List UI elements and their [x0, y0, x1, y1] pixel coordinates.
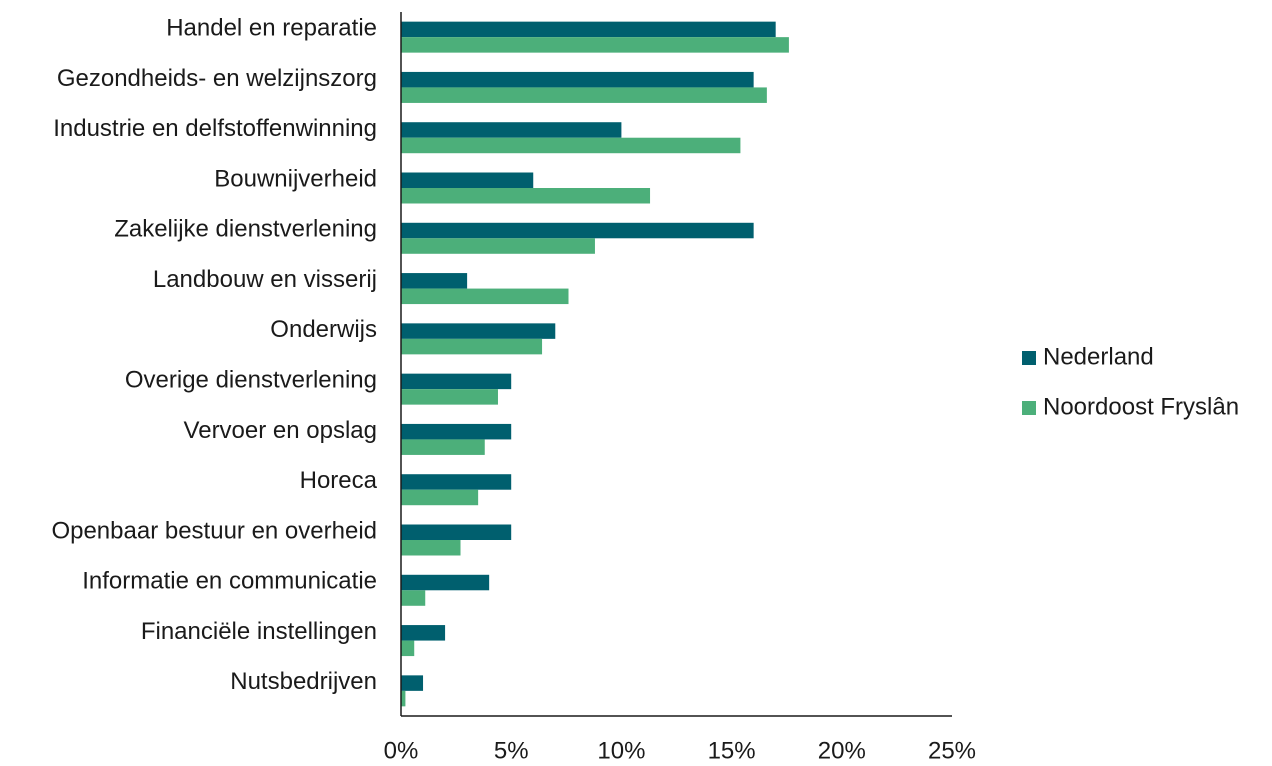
bar-nederland-informatie-en-communicatie [401, 574, 490, 591]
bar-nederland-gezondheids-en-welzijnszorg [401, 71, 754, 88]
category-label-zakelijke-dienstverlening: Zakelijke dienstverlening [114, 216, 377, 243]
category-label-onderwijs: Onderwijs [270, 316, 377, 343]
category-labels: Handel en reparatie Gezondheids- en welzi… [51, 14, 377, 695]
bar-nederland-landbouw-en-visserij [401, 273, 468, 289]
legend-label-nederland: Nederland [1043, 343, 1154, 370]
legend: Nederland Noordoost Fryslân [1022, 343, 1239, 420]
legend-label-noordoost-fryslan: Noordoost Fryslân [1043, 393, 1239, 420]
bar-nederland-vervoer-en-opslag [401, 423, 512, 440]
bar-noordoost-fryslan-horeca [401, 489, 479, 506]
category-label-openbaar-bestuur-en-overheid: Openbaar bestuur en overheid [51, 517, 377, 544]
bar-nederland-openbaar-bestuur-en-overheid [401, 524, 512, 540]
x-tick-label-20: 20% [818, 737, 866, 764]
category-label-gezondheids-en-welzijnszorg: Gezondheids- en welzijnszorg [57, 65, 377, 92]
bar-noordoost-fryslan-landbouw-en-visserij [401, 288, 569, 305]
legend-swatch-nederland [1022, 351, 1036, 365]
category-label-horeca: Horeca [300, 467, 378, 494]
bar-nederland-nutsbedrijven [401, 675, 424, 691]
category-label-vervoer-en-opslag: Vervoer en opslag [184, 417, 377, 444]
bar-noordoost-fryslan-nutsbedrijven [401, 690, 406, 707]
bar-noordoost-fryslan-vervoer-en-opslag [401, 439, 485, 455]
bar-noordoost-fryslan-onderwijs [401, 338, 543, 355]
bar-noordoost-fryslan-openbaar-bestuur-en-overheid [401, 540, 461, 556]
bar-nederland-bouwnijverheid [401, 172, 534, 188]
category-label-financiele-instellingen: Financiële instellingen [141, 618, 377, 645]
bar-nederland-horeca [401, 474, 512, 490]
x-tick-label-25: 25% [928, 737, 976, 764]
bar-noordoost-fryslan-industrie-en-delfstoffenwinning [401, 137, 741, 154]
bar-noordoost-fryslan-overige-dienstverlening [401, 389, 498, 405]
x-tick-label-0: 0% [384, 737, 419, 764]
axes [400, 12, 952, 717]
category-label-landbouw-en-visserij: Landbouw en visserij [153, 266, 377, 293]
bars [401, 21, 789, 707]
x-tick-labels: 0% 5% 10% 15% 20% 25% [384, 737, 976, 764]
category-label-handel-en-reparatie: Handel en reparatie [166, 14, 377, 41]
bar-noordoost-fryslan-zakelijke-dienstverlening [401, 238, 595, 254]
bar-noordoost-fryslan-informatie-en-communicatie [401, 590, 426, 606]
bar-noordoost-fryslan-handel-en-reparatie [401, 37, 789, 53]
category-label-industrie-en-delfstoffenwinning: Industrie en delfstoffenwinning [53, 115, 377, 142]
bar-nederland-industrie-en-delfstoffenwinning [401, 122, 622, 138]
x-tick-label-10: 10% [597, 737, 645, 764]
bar-noordoost-fryslan-gezondheids-en-welzijnszorg [401, 87, 767, 103]
bar-nederland-onderwijs [401, 323, 556, 339]
category-label-nutsbedrijven: Nutsbedrijven [230, 668, 377, 695]
bar-nederland-zakelijke-dienstverlening [401, 222, 754, 239]
bar-noordoost-fryslan-bouwnijverheid [401, 188, 651, 204]
category-label-overige-dienstverlening: Overige dienstverlening [125, 366, 377, 393]
x-tick-label-15: 15% [708, 737, 756, 764]
bar-nederland-overige-dienstverlening [401, 373, 512, 390]
bar-noordoost-fryslan-financiele-instellingen [401, 640, 415, 657]
category-label-informatie-en-communicatie: Informatie en communicatie [82, 568, 377, 595]
bar-nederland-financiele-instellingen [401, 625, 446, 641]
legend-swatch-noordoost-fryslan [1022, 401, 1036, 415]
bar-nederland-handel-en-reparatie [401, 21, 776, 38]
category-label-bouwnijverheid: Bouwnijverheid [214, 165, 377, 192]
x-tick-label-5: 5% [494, 737, 529, 764]
